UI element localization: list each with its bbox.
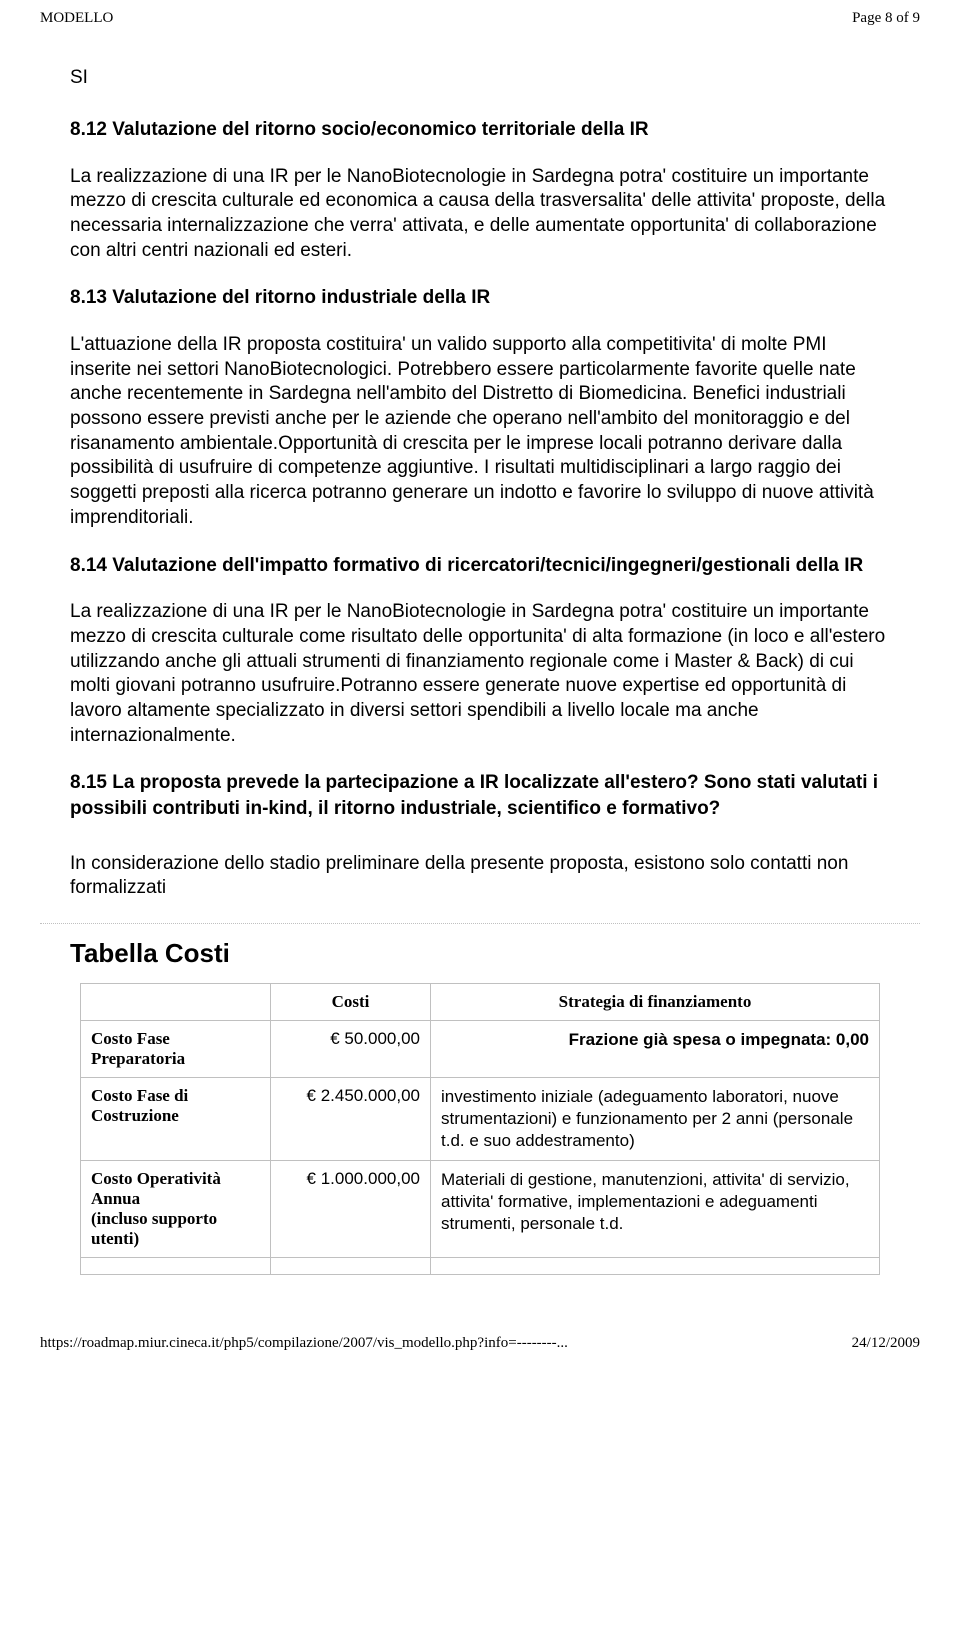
heading-815: 8.15 La proposta prevede la partecipazio… [70, 770, 890, 821]
table-row: Costo Operatività Annua (incluso support… [81, 1161, 880, 1258]
table-row: Costo Fase di Costruzione € 2.450.000,00… [81, 1077, 880, 1160]
si-label: SI [70, 67, 890, 89]
row-desc-empty [431, 1258, 880, 1275]
page-header: MODELLO Page 8 of 9 [40, 0, 920, 67]
table-title: Tabella Costi [40, 938, 920, 969]
footer-date: 24/12/2009 [852, 1335, 920, 1352]
row-cost: € 50.000,00 [271, 1020, 431, 1077]
heading-813: 8.13 Valutazione del ritorno industriale… [70, 285, 890, 311]
row-cost: € 1.000.000,00 [271, 1161, 431, 1258]
header-right: Page 8 of 9 [852, 10, 920, 27]
row-label-empty [81, 1258, 271, 1275]
heading-812: 8.12 Valutazione del ritorno socio/econo… [70, 117, 890, 143]
row-label: Costo Operatività Annua (incluso support… [81, 1161, 271, 1258]
footer-url: https://roadmap.miur.cineca.it/php5/comp… [40, 1335, 568, 1352]
heading-814: 8.14 Valutazione dell'impatto formativo … [70, 553, 890, 579]
table-row-empty [81, 1258, 880, 1275]
table-header-row: Costi Strategia di finanziamento [81, 983, 880, 1020]
row-cost: € 2.450.000,00 [271, 1077, 431, 1160]
row-desc: Frazione già spesa o impegnata: 0,00 [431, 1020, 880, 1077]
row-desc: investimento iniziale (adeguamento labor… [431, 1077, 880, 1160]
body-812: La realizzazione di una IR per le NanoBi… [70, 165, 890, 264]
section-divider [40, 923, 920, 924]
body-814: La realizzazione di una IR per le NanoBi… [70, 600, 890, 748]
page-footer: https://roadmap.miur.cineca.it/php5/comp… [40, 1275, 920, 1364]
row-label: Costo Fase Preparatoria [81, 1020, 271, 1077]
row-desc: Materiali di gestione, manutenzioni, att… [431, 1161, 880, 1258]
document-body: SI 8.12 Valutazione del ritorno socio/ec… [40, 67, 920, 901]
table-header-costi: Costi [271, 983, 431, 1020]
table-row: Costo Fase Preparatoria € 50.000,00 Fraz… [81, 1020, 880, 1077]
table-header-strategia: Strategia di finanziamento [431, 983, 880, 1020]
body-813: L'attuazione della IR proposta costituir… [70, 333, 890, 531]
header-left: MODELLO [40, 10, 113, 27]
page-container: MODELLO Page 8 of 9 SI 8.12 Valutazione … [0, 0, 960, 1364]
table-header-blank [81, 983, 271, 1020]
body-815: In considerazione dello stadio prelimina… [70, 852, 890, 901]
row-label: Costo Fase di Costruzione [81, 1077, 271, 1160]
row-cost-empty [271, 1258, 431, 1275]
cost-table: Costi Strategia di finanziamento Costo F… [80, 983, 880, 1275]
